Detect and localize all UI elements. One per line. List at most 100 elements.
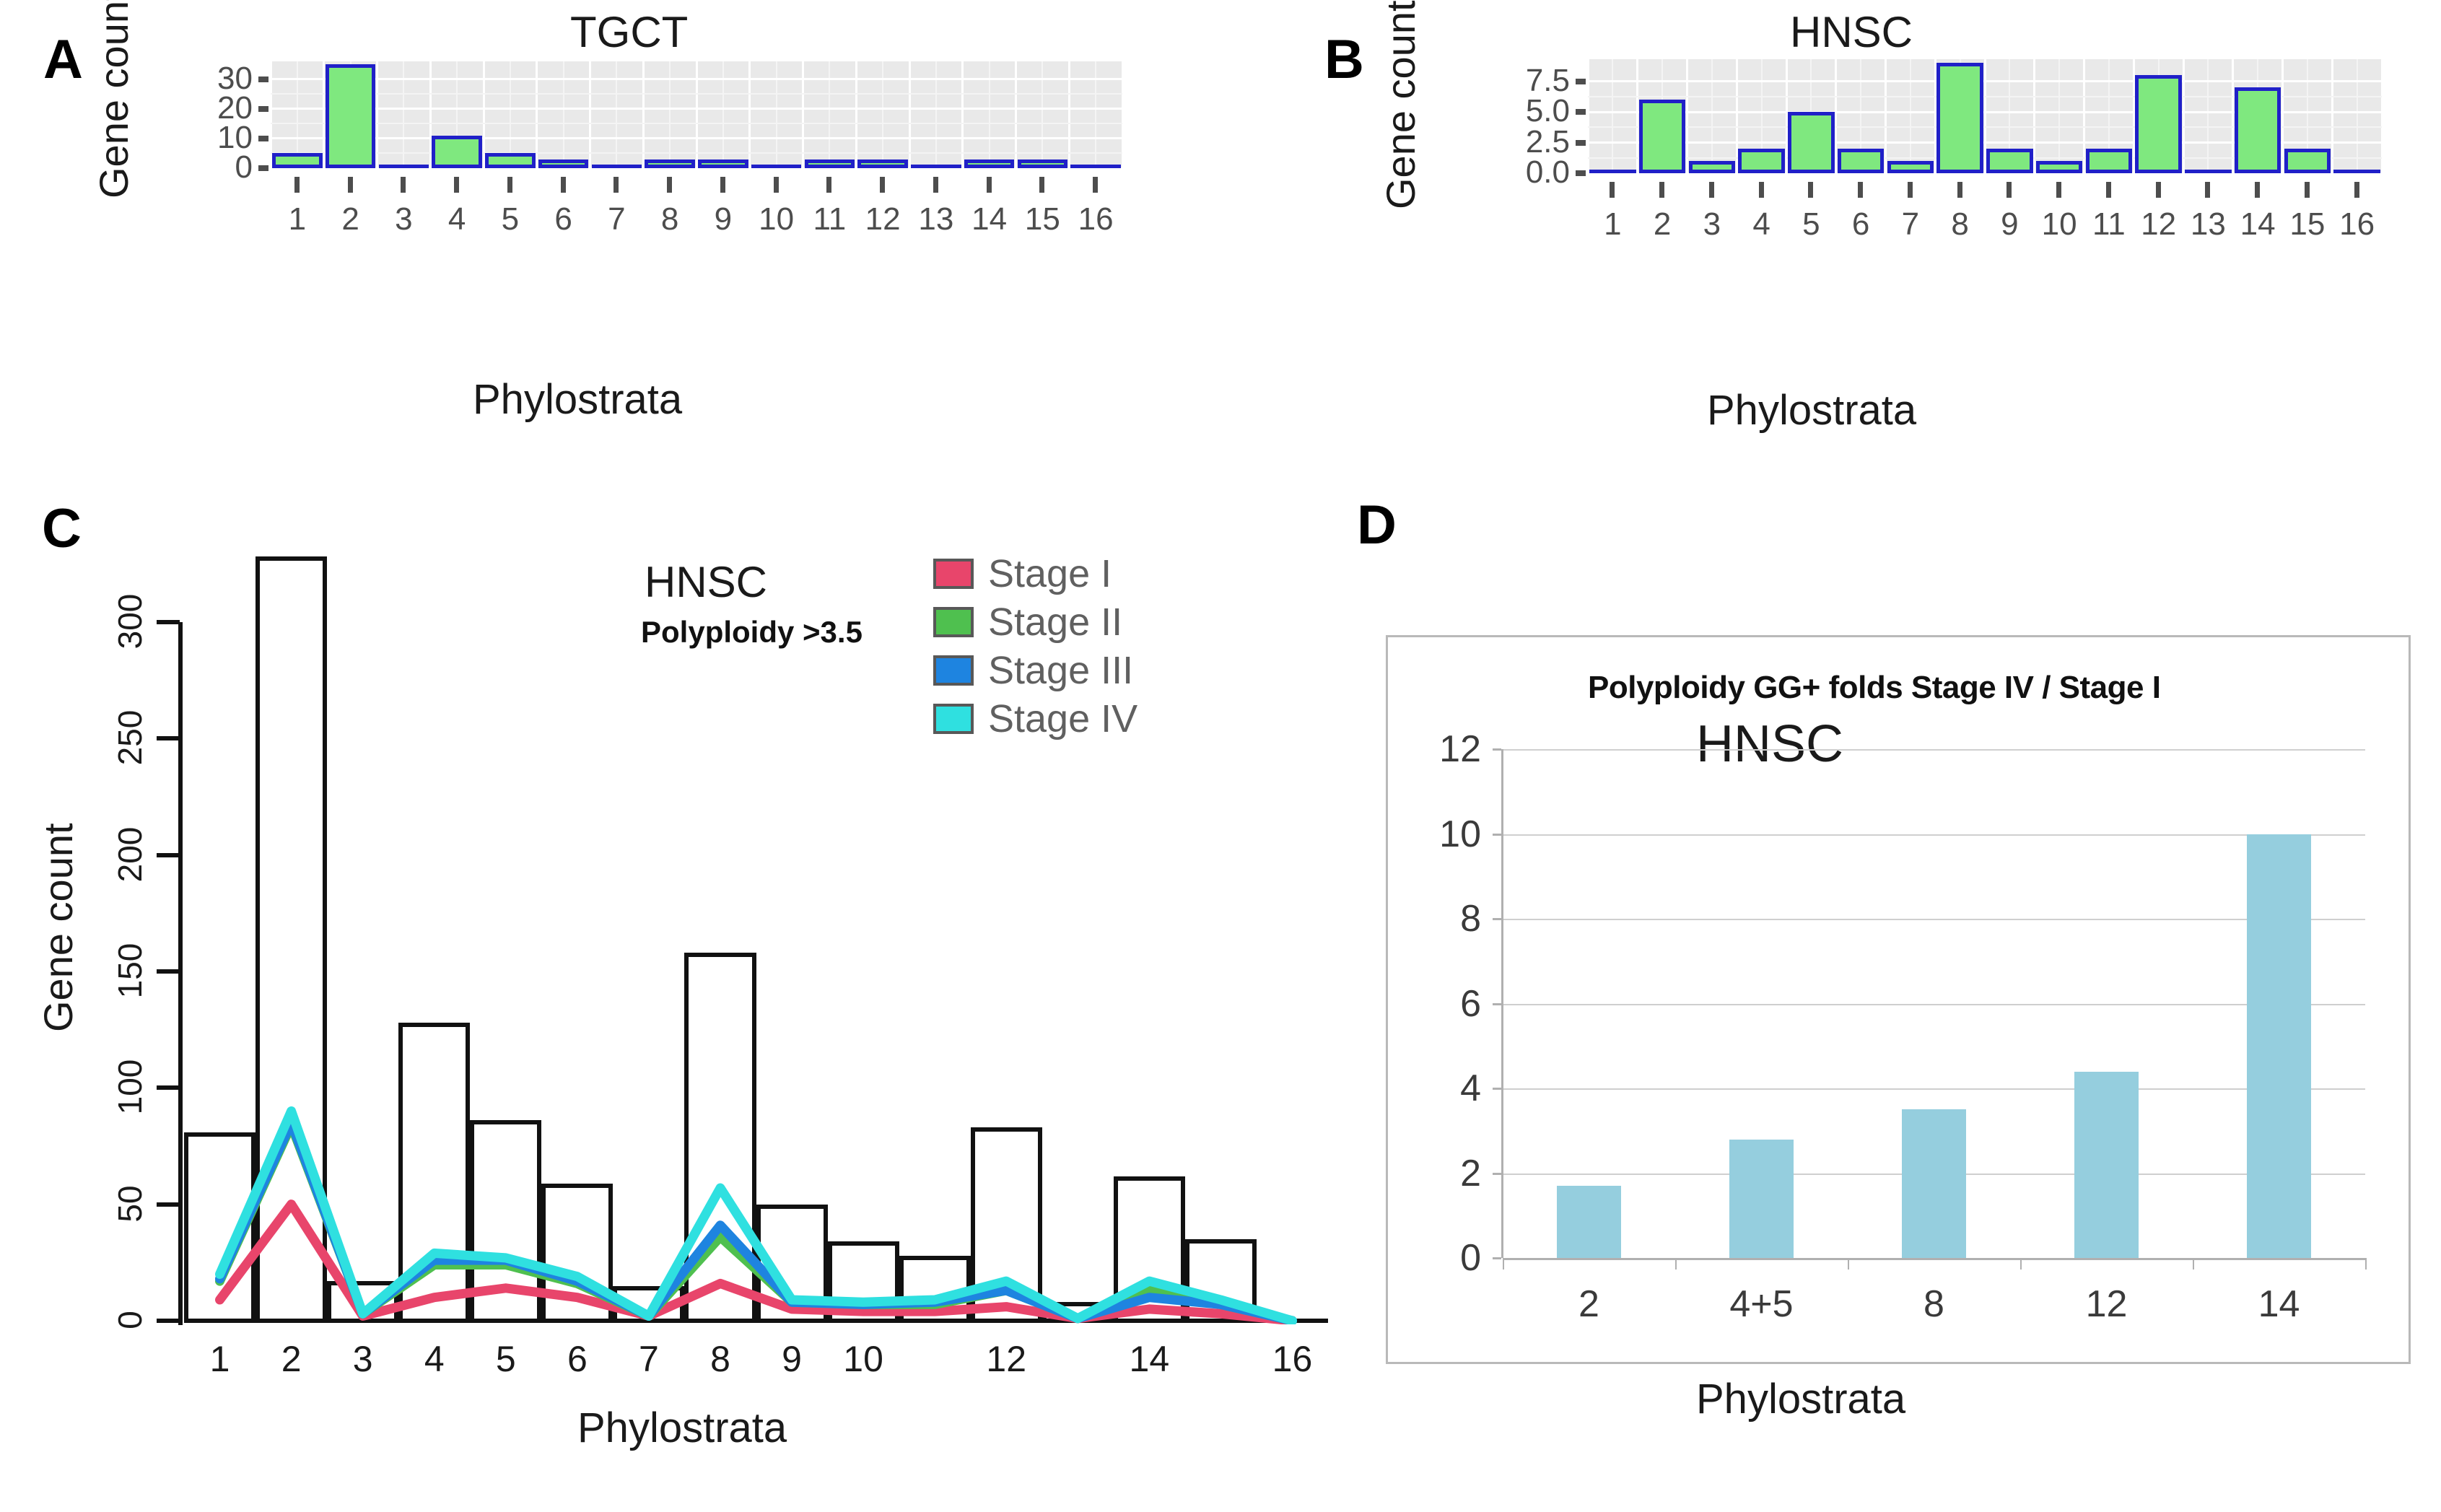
x-tick-label-9: 9 xyxy=(2001,206,2019,242)
panel-c-subtitle: Polyploidy >3.5 xyxy=(641,615,863,649)
gridline-vertical xyxy=(376,61,378,168)
gridline-vertical-minor xyxy=(1042,61,1044,168)
gridline-vertical xyxy=(2281,59,2284,173)
gridline-horizontal-minor xyxy=(271,123,1122,125)
y-tick-label-3: 30 xyxy=(217,60,253,96)
gridline-vertical-minor xyxy=(2058,59,2061,173)
x-tick-label-16: 16 xyxy=(1272,1339,1313,1379)
bar-ps-11 xyxy=(804,159,855,168)
panel-a-letter: A xyxy=(43,29,83,90)
bar-ps-1 xyxy=(272,153,323,168)
y-tick-mark-100 xyxy=(157,1085,180,1091)
gridline-12 xyxy=(1503,749,2365,751)
x-tick-label-16: 16 xyxy=(1078,201,1114,237)
x-tick-label-4: 4 xyxy=(447,201,466,237)
gridline-vertical xyxy=(1686,59,1688,173)
x-tick-label-2: 2 xyxy=(1653,206,1672,242)
bar-ps-13 xyxy=(911,165,961,168)
y-tick-label-3: 7.5 xyxy=(1525,62,1570,98)
x-tick-label-2: 2 xyxy=(281,1339,302,1379)
bar-ps-7 xyxy=(591,165,642,168)
bar-ps-7 xyxy=(1887,161,1934,173)
bar-ps-12 xyxy=(857,159,908,168)
x-tick-label-7: 7 xyxy=(639,1339,659,1379)
gridline-vertical xyxy=(695,61,698,168)
y-tick-label-50: 50 xyxy=(111,1185,149,1223)
y-tick-mark-1 xyxy=(258,135,268,141)
x-tick-mark-end xyxy=(2365,1258,2367,1270)
x-tick-label-2: 2 xyxy=(1578,1283,1599,1325)
gridline-vertical xyxy=(908,61,911,168)
gridline-vertical xyxy=(2232,59,2235,173)
panel-d-inner-title: HNSC xyxy=(1696,715,1844,773)
x-tick-label-14: 14 xyxy=(1129,1339,1170,1379)
gridline-vertical xyxy=(536,61,538,168)
y-tick-label-2: 5.0 xyxy=(1525,93,1570,129)
line-series-stage-iv xyxy=(215,1106,1297,1324)
gridline-vertical-minor xyxy=(935,61,937,168)
x-tick-label-7: 7 xyxy=(1901,206,1920,242)
x-tick-mark-12 xyxy=(880,177,886,193)
legend-swatch-stage-ii xyxy=(933,607,974,637)
gridline-vertical-minor xyxy=(1760,59,1763,173)
gridline-4 xyxy=(1503,1088,2365,1090)
bar-ps-6 xyxy=(538,159,589,168)
gridline-vertical xyxy=(642,61,645,168)
gridline-vertical-minor xyxy=(2207,59,2209,173)
y-tick-mark-0 xyxy=(1493,1257,1501,1259)
panel-b-xlabel: Phylostrata xyxy=(1707,387,1917,434)
x-tick-mark-12 xyxy=(2155,182,2161,198)
gridline-vertical xyxy=(2033,59,2036,173)
y-tick-mark-3 xyxy=(1576,78,1586,84)
x-tick-mark-6 xyxy=(560,177,566,193)
x-tick-label-11: 11 xyxy=(2092,206,2126,242)
panel-b-ylabel: Gene count xyxy=(1378,0,1423,209)
x-tick-label-4-plus-5: 4+5 xyxy=(1729,1283,1794,1325)
bar-ps-14 xyxy=(2247,834,2311,1258)
y-tick-label-300: 300 xyxy=(111,593,149,650)
bar-ps-5 xyxy=(485,153,536,168)
histogram-bar-ps-6 xyxy=(541,1183,613,1321)
bar-ps-1 xyxy=(1589,170,1636,173)
x-tick-label-8: 8 xyxy=(660,201,679,237)
x-tick-label-12: 12 xyxy=(2141,206,2177,242)
gridline-horizontal xyxy=(271,78,1122,81)
gridline-vertical-minor xyxy=(616,61,618,168)
x-tick-label-10: 10 xyxy=(843,1339,883,1379)
gridline-vertical xyxy=(1983,59,1986,173)
x-tick-mark-5 xyxy=(1808,182,1814,198)
histogram-bar-ps-1 xyxy=(184,1132,256,1321)
y-tick-mark-3 xyxy=(258,76,268,82)
x-tick-mark-1 xyxy=(1675,1258,1677,1270)
x-tick-label-14: 14 xyxy=(2240,206,2276,242)
panel-c-legend: Stage I Stage II Stage III Stage IV xyxy=(933,554,1137,748)
gridline-horizontal xyxy=(1588,141,2382,144)
x-tick-label-6: 6 xyxy=(554,201,572,237)
x-tick-label-6: 6 xyxy=(1851,206,1870,242)
gridline-vertical-minor xyxy=(456,61,458,168)
legend-label: Stage IV xyxy=(988,697,1138,740)
gridline-vertical xyxy=(855,61,857,168)
legend-label: Stage I xyxy=(988,552,1112,595)
panel-d: D Polyploidy GG+ folds Stage IV / Stage … xyxy=(1357,498,2441,1512)
legend-label: Stage III xyxy=(988,649,1134,692)
x-tick-label-1: 1 xyxy=(288,201,307,237)
y-tick-mark-1 xyxy=(1576,139,1586,146)
x-tick-label-3: 3 xyxy=(352,1339,373,1379)
gridline-vertical xyxy=(1735,59,1738,173)
y-tick-label-2: 2 xyxy=(1460,1152,1481,1194)
gridline-vertical xyxy=(1015,61,1017,168)
panel-a-xlabel: Phylostrata xyxy=(473,376,683,423)
gridline-vertical-minor xyxy=(403,61,405,168)
x-tick-mark-15 xyxy=(2304,182,2310,198)
histogram-bar-ps-15 xyxy=(1184,1239,1257,1321)
x-tick-label-16: 16 xyxy=(2339,206,2375,242)
gridline-8 xyxy=(1503,919,2365,920)
gridline-horizontal xyxy=(271,137,1122,140)
x-tick-label-7: 7 xyxy=(608,201,626,237)
x-tick-mark-1 xyxy=(1610,182,1615,198)
x-tick-label-8: 8 xyxy=(710,1339,730,1379)
y-tick-label-0: 0 xyxy=(235,149,253,185)
y-tick-label-1: 2.5 xyxy=(1525,123,1570,159)
x-tick-mark-16 xyxy=(2354,182,2359,198)
